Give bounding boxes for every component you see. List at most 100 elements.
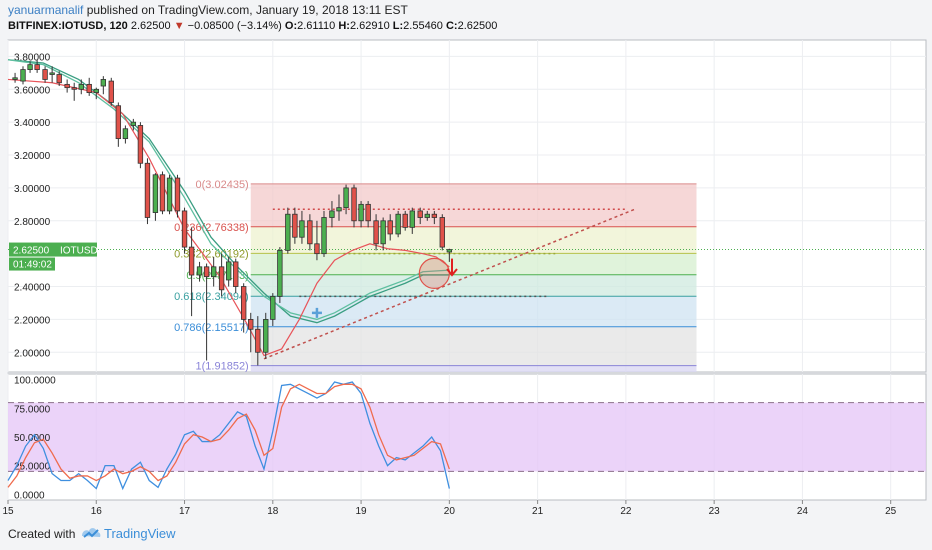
time-tick-label: 17 [179,506,191,517]
time-tick-label: 15 [2,506,14,517]
candle-body [188,246,195,276]
open-value: 2.61110 [297,20,336,32]
candle-body [12,77,18,80]
candle-body [137,125,144,164]
time-axis: 15 16 17 18 19 20 21 22 23 24 25 [2,500,897,517]
fib-zone [250,274,697,297]
open-label: O: [284,20,298,32]
candle-body [424,213,430,218]
low-value: 2.55460 [403,20,443,32]
fib-zone [250,253,697,275]
price-tick-label: 3.80000 [14,52,51,63]
chart-header: yanuarmanalif published on TradingView.c… [0,0,932,38]
candle-body [166,177,173,212]
moving-average-fast [7,78,450,357]
candle-body [395,213,401,235]
candle-body [417,210,423,218]
candle-body [34,64,40,70]
fib-zone [250,326,697,366]
time-tick-label: 25 [885,506,897,517]
footer: Created with TradingView [0,518,932,550]
candle-body [248,319,254,330]
publish-info: yanuarmanalif published on TradingView.c… [8,3,408,17]
fib-zone [250,296,697,327]
candle-body [20,69,26,82]
candle-body [64,83,70,89]
fib-level-label: 0.786(2.15517) [174,322,249,334]
price-tag-box [9,242,97,257]
candle-body [314,243,320,255]
fib-level-label: 0.382(2.60192) [174,248,249,260]
tradingview-logo-icon[interactable] [80,524,102,542]
stoch-tick-label: 25.0000 [14,462,51,473]
time-tick-label: 19 [356,506,368,517]
candle-body [358,203,364,222]
price-tick-label: 3.40000 [14,118,51,129]
candle-body [130,121,137,126]
candle-body [174,177,181,212]
candle-body [292,213,298,238]
created-with-text: Created with [8,527,76,541]
candle-body [365,203,371,222]
candle-body [115,105,122,140]
last-price: 2.62500 [130,20,171,32]
candle-body [263,319,269,353]
down-arrow-head [446,268,458,277]
candle-body [351,187,357,222]
candle-body [108,80,114,103]
price-tag-text: 2.62500 [13,246,50,257]
down-arrow-icon: ▼ [173,20,185,32]
candle-body [233,261,239,287]
candle-body [446,249,453,253]
time-tick-label: 24 [797,506,809,517]
candle-body [42,69,48,80]
fib-level-label: 0.618(2.34094) [174,291,249,303]
candle-body [144,162,151,218]
candle-body [387,220,393,235]
candle-body [218,266,225,291]
price-tick-label: 3.00000 [14,184,51,195]
candle-body [203,266,210,278]
fib-zone [250,183,697,227]
moving-average-slow-2 [7,59,450,321]
candle-body [270,295,276,320]
candle-body [27,64,33,70]
candle-body [71,87,77,90]
candle-body [431,213,438,218]
price-tick-label: 2.20000 [14,315,51,326]
candle-body [210,266,217,278]
time-tick-label: 20 [444,506,456,517]
fib-level-label: 0.236(2.76338) [174,222,249,234]
price-tick-label: 3.20000 [14,151,51,162]
publish-text: published on TradingView.com, January 19… [86,3,408,17]
author-link[interactable]: yanuarmanalif [8,3,84,17]
symbol-label: BITFINEX:IOTUSD, 120 [8,20,128,32]
candle-body [196,266,203,276]
time-tick-label: 18 [267,506,279,517]
candle-body [225,261,232,281]
candle-body [159,174,166,212]
fib-zone [250,365,697,372]
candle-body [56,74,62,84]
candle-body [78,83,84,90]
candle-body [152,174,159,213]
time-tick-label: 22 [620,506,632,517]
price-tick-label: 2.80000 [14,217,51,228]
candle-body [240,286,247,320]
low-label: L: [392,20,404,32]
stoch-tick-label: 0.0000 [14,490,45,501]
time-tick-label: 21 [532,506,544,517]
candle-body [336,207,342,212]
price-change: −0.08500 (−3.14%) [187,20,282,32]
overbought-oversold-band [8,402,926,472]
crosshair-marker-icon [311,307,322,318]
time-tick-label: 16 [91,506,103,517]
candle-body [285,213,291,251]
close-value: 2.62500 [457,20,498,32]
candle-body [122,128,129,140]
fib-level-label: 0(3.02435) [196,179,249,191]
trendline [263,208,635,360]
tradingview-brand[interactable]: TradingView [104,526,176,541]
high-label: H: [338,20,350,32]
